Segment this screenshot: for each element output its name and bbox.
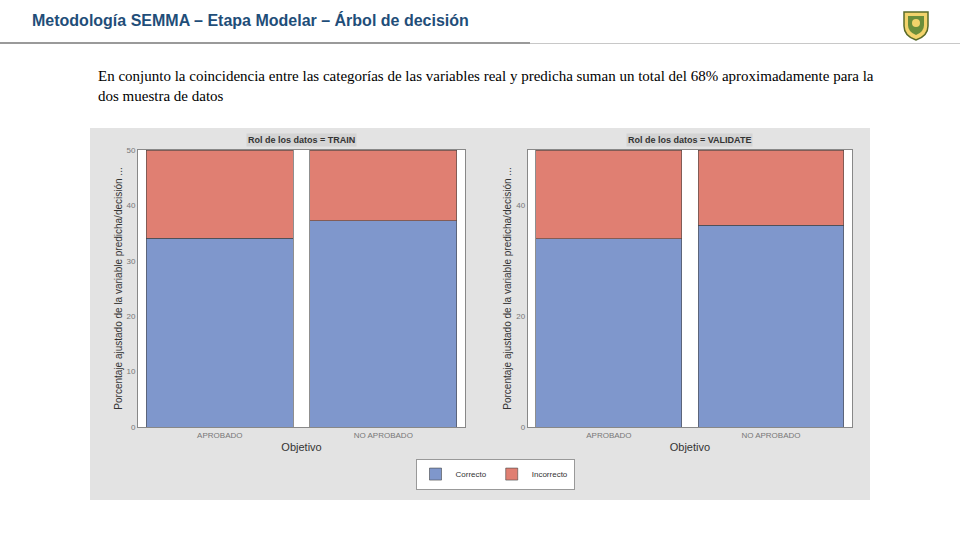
svg-text:Porcentaje ajustado de la vari: Porcentaje ajustado de la variable predi…	[502, 167, 513, 409]
svg-text:Incorrecto: Incorrecto	[532, 470, 568, 479]
svg-text:APROBADO: APROBADO	[586, 431, 631, 440]
svg-text:20: 20	[127, 312, 136, 321]
svg-text:Rol de los datos = VALIDATE: Rol de los datos = VALIDATE	[628, 135, 751, 145]
svg-text:10: 10	[127, 367, 136, 376]
svg-text:NO APROBADO: NO APROBADO	[741, 431, 800, 440]
svg-text:Rol de los datos = TRAIN: Rol de los datos = TRAIN	[248, 135, 355, 145]
svg-text:Correcto: Correcto	[456, 470, 487, 479]
svg-text:Porcentaje ajustado de la vari: Porcentaje ajustado de la variable predi…	[113, 167, 124, 409]
svg-text:Objetivo: Objetivo	[670, 441, 710, 453]
svg-text:NO APROBADO: NO APROBADO	[354, 431, 413, 440]
svg-text:20: 20	[516, 312, 525, 321]
svg-text:50: 50	[127, 146, 136, 155]
svg-text:APROBADO: APROBADO	[197, 431, 242, 440]
html-text:En conjunto la coincidencia en: En conjunto la coincidencia entre las ca…	[98, 68, 874, 104]
svg-text:0: 0	[131, 423, 136, 432]
svg-text:Objetivo: Objetivo	[281, 441, 321, 453]
svg-text:0: 0	[521, 423, 526, 432]
svg-text:40: 40	[127, 201, 136, 210]
html-text:Metodología SEMMA – Etapa Mode: Metodología SEMMA – Etapa Modelar – Árbo…	[32, 12, 469, 29]
svg-text:30: 30	[127, 257, 136, 266]
svg-text:40: 40	[516, 201, 525, 210]
